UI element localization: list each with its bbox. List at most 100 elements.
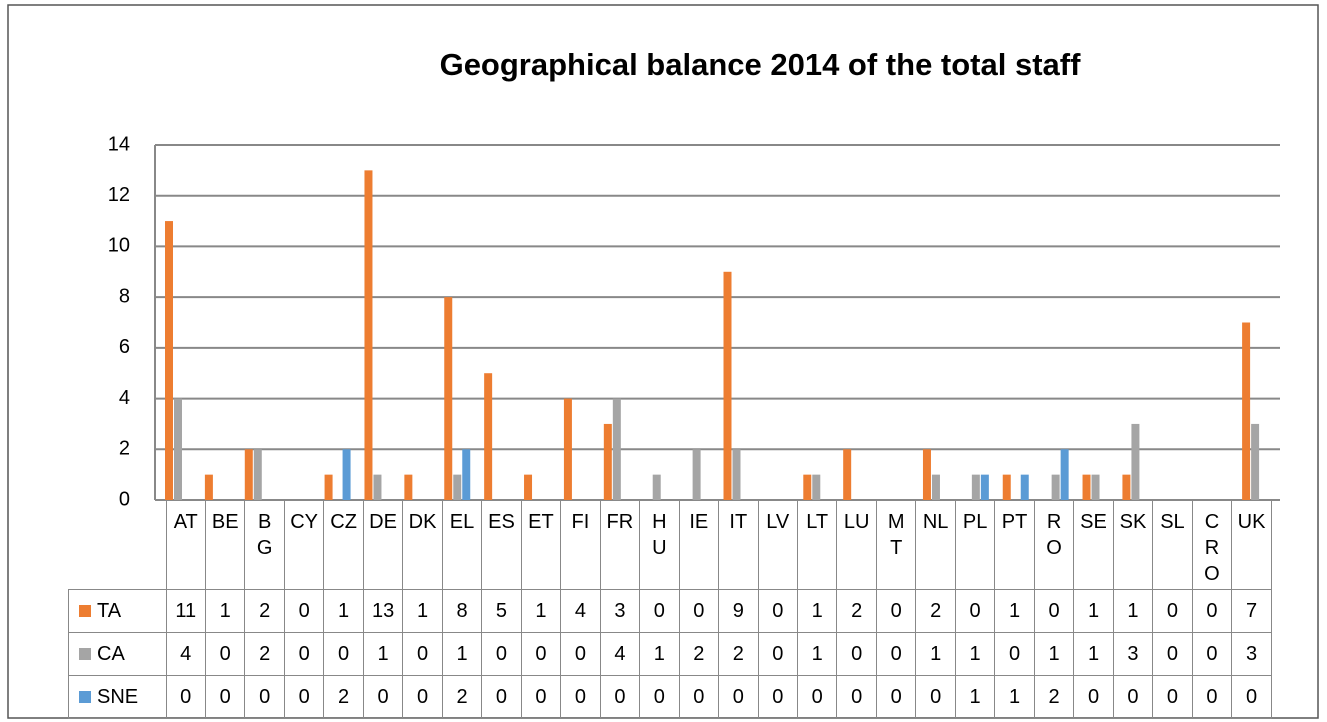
bar xyxy=(462,449,471,500)
bar xyxy=(723,271,732,500)
bar xyxy=(612,398,621,500)
table-value: 0 xyxy=(1191,589,1233,633)
table-value: 1 xyxy=(362,632,404,676)
y-tick-label: 12 xyxy=(108,184,130,206)
table-value: 9 xyxy=(718,589,759,633)
table-value: 0 xyxy=(520,632,562,676)
bar xyxy=(652,474,661,500)
table-value: 0 xyxy=(481,675,522,719)
bar xyxy=(524,474,533,500)
table-value: 1 xyxy=(1033,632,1075,676)
table-value: 0 xyxy=(639,675,680,719)
category-label: DK xyxy=(402,500,443,590)
category-label: SL xyxy=(1152,500,1193,590)
series-row: TA 11 1 2 0 1 13 1 8 5 1 4 3 0 0 9 0 1 2 0 2 0 1 0 1 1 0 0 7 xyxy=(68,589,1272,633)
bar xyxy=(980,474,989,500)
table-value: 1 xyxy=(994,589,1035,633)
series-row: CA 4 0 2 0 0 1 0 1 0 0 0 4 1 2 2 0 1 0 0 1 1 0 1 1 3 0 0 3 xyxy=(68,632,1272,676)
table-value: 3 xyxy=(1231,632,1272,676)
table-value: 2 xyxy=(1033,675,1075,719)
bar xyxy=(732,449,741,500)
table-value: 13 xyxy=(362,589,404,633)
legend-swatch xyxy=(79,647,91,660)
bar xyxy=(971,474,980,500)
bar xyxy=(1242,322,1251,500)
table-value: 0 xyxy=(678,589,720,633)
y-tick-label: 6 xyxy=(119,336,130,358)
table-value: 0 xyxy=(875,632,917,676)
bar xyxy=(373,474,382,500)
bar xyxy=(165,221,173,501)
category-label: PT xyxy=(994,500,1035,590)
table-value: 0 xyxy=(875,675,917,719)
table-value: 0 xyxy=(283,675,325,719)
table-value: 0 xyxy=(718,675,759,719)
bar xyxy=(1131,423,1140,500)
category-label: LU xyxy=(836,500,877,590)
category-label: BE xyxy=(204,500,246,590)
bar xyxy=(453,474,462,500)
table-value: 4 xyxy=(165,632,206,676)
bar xyxy=(1091,474,1100,500)
table-value: 0 xyxy=(244,675,285,719)
legend-label: SNE xyxy=(97,685,139,708)
category-label: HU xyxy=(639,500,680,590)
category-label: ES xyxy=(481,500,522,590)
category-label: BG xyxy=(244,500,285,590)
table-value: 1 xyxy=(954,675,996,719)
table-value: 2 xyxy=(323,675,364,719)
bar xyxy=(1122,474,1131,500)
table-value: 1 xyxy=(323,589,364,633)
chart-title: Geographical balance 2014 of the total s… xyxy=(440,47,1082,82)
table-value: 0 xyxy=(1231,675,1272,719)
table-value: 8 xyxy=(441,589,483,633)
table-value: 4 xyxy=(599,632,641,676)
table-value: 0 xyxy=(796,675,838,719)
table-value: 2 xyxy=(441,675,483,719)
table-value: 0 xyxy=(678,675,720,719)
table-value: 0 xyxy=(204,632,246,676)
category-label: LT xyxy=(796,500,838,590)
legend-entry: TA xyxy=(68,589,167,633)
legend-entry: CA xyxy=(68,632,167,676)
table-value: 1 xyxy=(796,632,838,676)
bar xyxy=(931,474,940,500)
category-label: ET xyxy=(520,500,562,590)
category-row: AT BE BG CY CZ DE DK EL ES ET FI FR HU IE IT LV LT LU MT NL… xyxy=(69,500,1272,590)
bar xyxy=(342,449,351,500)
table-value: 1 xyxy=(204,589,246,633)
table-value: 1 xyxy=(1073,632,1114,676)
table-value: 0 xyxy=(757,632,799,676)
bar xyxy=(404,474,413,500)
table-value: 11 xyxy=(165,589,206,633)
table-value: 0 xyxy=(1152,675,1193,719)
y-tick-label: 10 xyxy=(108,235,130,257)
table-value: 0 xyxy=(915,675,956,719)
table-value: 2 xyxy=(244,632,285,676)
category-label: FR xyxy=(599,500,641,590)
category-label: MT xyxy=(875,500,917,590)
category-label: FI xyxy=(560,500,601,590)
table-value: 0 xyxy=(1033,589,1075,633)
category-label: CRO xyxy=(1191,500,1233,590)
table-value: 0 xyxy=(599,675,641,719)
table-value: 0 xyxy=(323,632,364,676)
category-label: PL xyxy=(954,500,996,590)
table-value: 5 xyxy=(481,589,522,633)
bar xyxy=(253,449,262,500)
category-label: NL xyxy=(915,500,956,590)
table-value: 0 xyxy=(875,589,917,633)
category-label: CY xyxy=(283,500,325,590)
table-value: 0 xyxy=(954,589,996,633)
table-value: 1 xyxy=(915,632,956,676)
table-value: 0 xyxy=(1152,589,1193,633)
table-value: 0 xyxy=(520,675,562,719)
table-value: 1 xyxy=(1073,589,1114,633)
table-value: 0 xyxy=(836,675,877,719)
y-tick-label: 14 xyxy=(108,133,130,155)
category-label: UK xyxy=(1231,500,1272,590)
table-value: 0 xyxy=(165,675,206,719)
bar xyxy=(1002,474,1011,500)
table-value: 0 xyxy=(204,675,246,719)
table-value: 0 xyxy=(757,589,799,633)
